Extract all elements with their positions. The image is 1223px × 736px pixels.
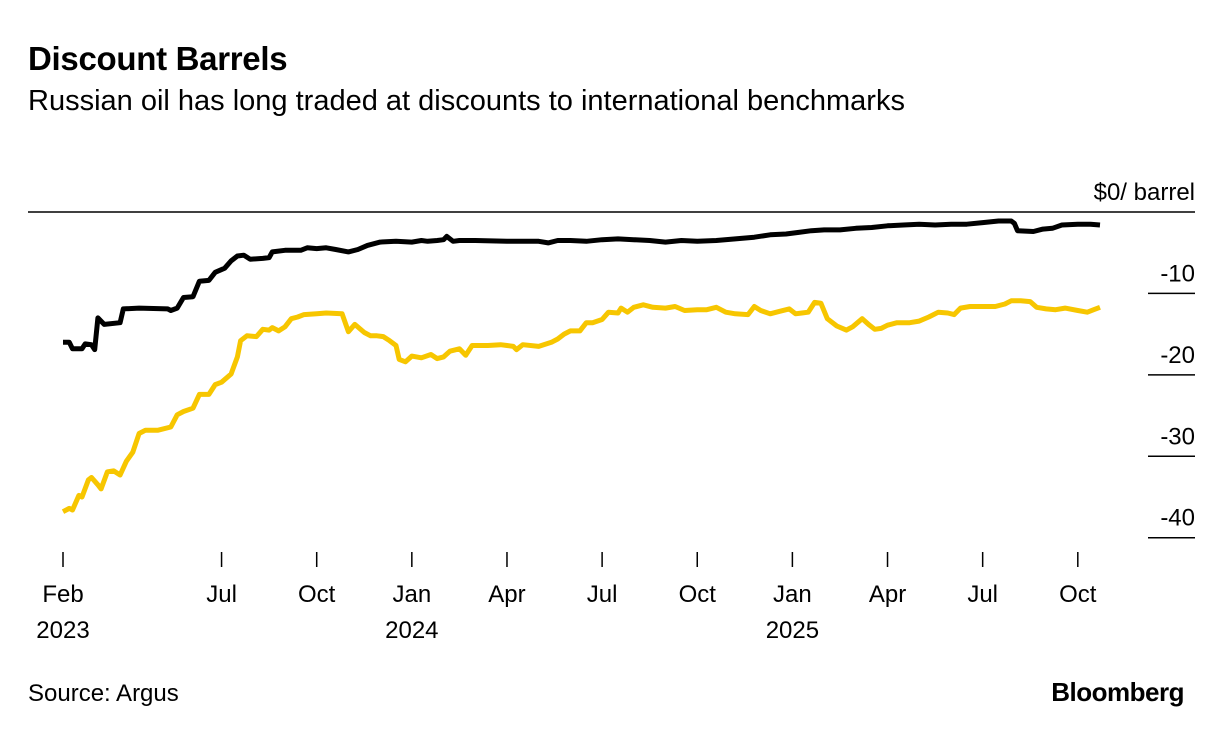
x-tick-label: Jul xyxy=(967,581,998,608)
series-line-black xyxy=(63,218,1101,353)
x-tick-label: Apr xyxy=(488,581,525,608)
x-tick-year-label: 2023 xyxy=(36,617,89,644)
x-tick-label: Jan xyxy=(773,581,812,608)
y-tick-label: -20 xyxy=(1160,342,1195,369)
x-tick-label: Oct xyxy=(1059,581,1097,608)
chart-subtitle: Russian oil has long traded at discounts… xyxy=(28,85,905,117)
x-tick-label: Feb xyxy=(42,581,83,608)
series-line-yellow xyxy=(61,298,1101,514)
y-tick-label: -40 xyxy=(1160,505,1195,532)
x-tick-label: Jan xyxy=(392,581,431,608)
x-tick-year-label: 2025 xyxy=(766,617,819,644)
y-tick-label: $0/ barrel xyxy=(1094,179,1195,206)
source-note: Source: Argus xyxy=(28,680,179,707)
x-tick-label: Oct xyxy=(679,581,717,608)
y-tick-label: -30 xyxy=(1160,423,1195,450)
chart-title: Discount Barrels xyxy=(28,40,288,77)
x-tick-label: Jul xyxy=(206,581,237,608)
x-tick-year-label: 2024 xyxy=(385,617,438,644)
x-tick-label: Apr xyxy=(869,581,906,608)
x-tick-label: Jul xyxy=(587,581,618,608)
x-tick-label: Oct xyxy=(298,581,336,608)
bloomberg-logo: Bloomberg xyxy=(1051,677,1184,707)
y-tick-label: -10 xyxy=(1160,260,1195,287)
